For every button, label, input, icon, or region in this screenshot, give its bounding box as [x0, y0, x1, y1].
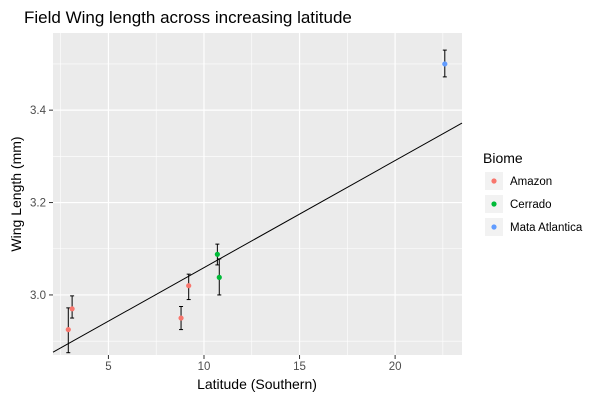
data-point-amazon-0 [65, 326, 71, 333]
legend-label-2: Mata Atlantica [510, 222, 583, 234]
chart-title: Field Wing length across increasing lati… [24, 8, 352, 27]
y-tick-label-1: 3.2 [30, 198, 46, 210]
axis-ticks: 5 10 15 20 3.0 3.2 3.4 [30, 105, 402, 373]
x-axis-title: Latitude (Southern) [197, 376, 317, 392]
data-point-cerrado-1 [216, 274, 222, 280]
legend: Biome Amazon Cerrado Mata Atlantica [483, 150, 583, 236]
data-point-cerrado-0 [214, 251, 220, 257]
plot-panel [53, 33, 462, 355]
x-tick-label-3: 20 [389, 361, 402, 373]
legend-key-1 [491, 201, 497, 207]
legend-title: Biome [483, 150, 523, 166]
x-tick-label-1: 10 [198, 361, 211, 373]
grid-major [53, 33, 462, 355]
y-tick-label-0: 3.0 [30, 290, 46, 302]
grid-minor [53, 33, 462, 355]
y-tick-label-2: 3.4 [30, 105, 47, 117]
x-tick-label-0: 5 [105, 361, 111, 373]
legend-label-1: Cerrado [510, 199, 552, 211]
legend-key-2 [491, 224, 497, 230]
y-axis-title: Wing Length (mm) [8, 136, 24, 251]
regression-line [52, 122, 463, 353]
data-point-amazon-1 [69, 306, 75, 312]
data-point-mata-atlantica-0 [442, 61, 448, 67]
x-tick-label-2: 15 [293, 361, 306, 373]
data-point-amazon-3 [186, 283, 192, 289]
data-point-amazon-2 [178, 315, 184, 321]
legend-label-0: Amazon [510, 176, 552, 188]
legend-key-0 [491, 178, 497, 184]
data-points [65, 61, 448, 333]
regression-line-group [52, 122, 463, 353]
